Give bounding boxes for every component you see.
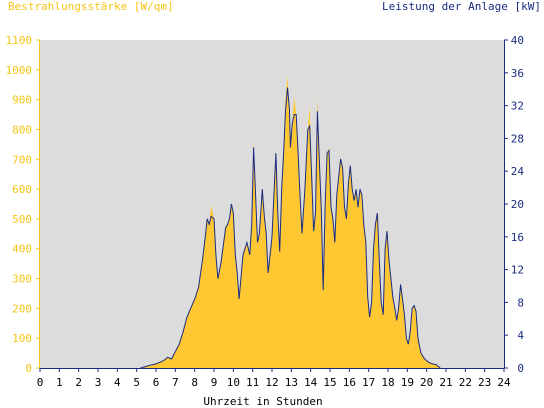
left-y-tick-label: 0	[25, 362, 32, 375]
right-y-tick-label: 20	[511, 198, 524, 211]
x-tick-label: 1	[56, 376, 63, 389]
right-y-tick-label: 24	[511, 165, 525, 178]
left-y-tick-label: 1100	[6, 34, 33, 47]
x-tick-label: 16	[343, 376, 356, 389]
x-tick-label: 19	[401, 376, 414, 389]
left-y-tick-label: 400	[12, 243, 32, 256]
irradiance-area	[140, 75, 441, 369]
right-y-tick-label: 4	[517, 329, 524, 342]
x-tick-label: 21	[439, 376, 452, 389]
right-y-tick-label: 32	[511, 100, 524, 113]
right-y-tick-label: 28	[511, 132, 524, 145]
right-y-tick-label: 36	[511, 67, 524, 80]
x-axis-title: Uhrzeit in Stunden	[203, 395, 322, 408]
left-y-tick-label: 100	[12, 332, 32, 345]
right-y-tick-label: 40	[511, 34, 524, 47]
left-y-tick-label: 300	[12, 273, 32, 286]
x-tick-label: 11	[246, 376, 259, 389]
left-y-tick-label: 800	[12, 123, 32, 136]
left-y-tick-label: 200	[12, 302, 32, 315]
x-tick-label: 15	[323, 376, 336, 389]
right-y-tick-label: 8	[517, 296, 524, 309]
left-y-tick-label: 1000	[6, 64, 33, 77]
x-tick-label: 23	[478, 376, 491, 389]
right-y-tick-label: 16	[511, 231, 524, 244]
x-tick-label: 3	[95, 376, 102, 389]
right-axis-title: Leistung der Anlage [kW]	[382, 0, 541, 13]
right-y-tick-label: 0	[517, 362, 524, 375]
x-tick-label: 8	[191, 376, 198, 389]
x-tick-label: 5	[133, 376, 140, 389]
x-tick-label: 22	[459, 376, 472, 389]
x-tick-label: 12	[265, 376, 278, 389]
x-tick-label: 7	[172, 376, 179, 389]
x-tick-label: 20	[420, 376, 433, 389]
left-axis-title: Bestrahlungsstärke [W/qm]	[8, 0, 174, 13]
x-tick-label: 17	[362, 376, 375, 389]
left-y-tick-label: 900	[12, 94, 32, 107]
power-line	[140, 87, 441, 369]
x-tick-label: 0	[37, 376, 44, 389]
x-tick-label: 13	[285, 376, 298, 389]
x-tick-label: 14	[304, 376, 318, 389]
x-tick-label: 10	[227, 376, 240, 389]
x-tick-label: 4	[114, 376, 121, 389]
x-tick-label: 18	[381, 376, 394, 389]
right-y-tick-label: 12	[511, 264, 524, 277]
left-y-tick-label: 600	[12, 183, 32, 196]
left-y-tick-label: 700	[12, 153, 32, 166]
left-y-tick-label: 500	[12, 213, 32, 226]
x-tick-label: 24	[497, 376, 511, 389]
x-tick-label: 2	[75, 376, 82, 389]
x-tick-label: 9	[211, 376, 218, 389]
x-tick-label: 6	[153, 376, 160, 389]
